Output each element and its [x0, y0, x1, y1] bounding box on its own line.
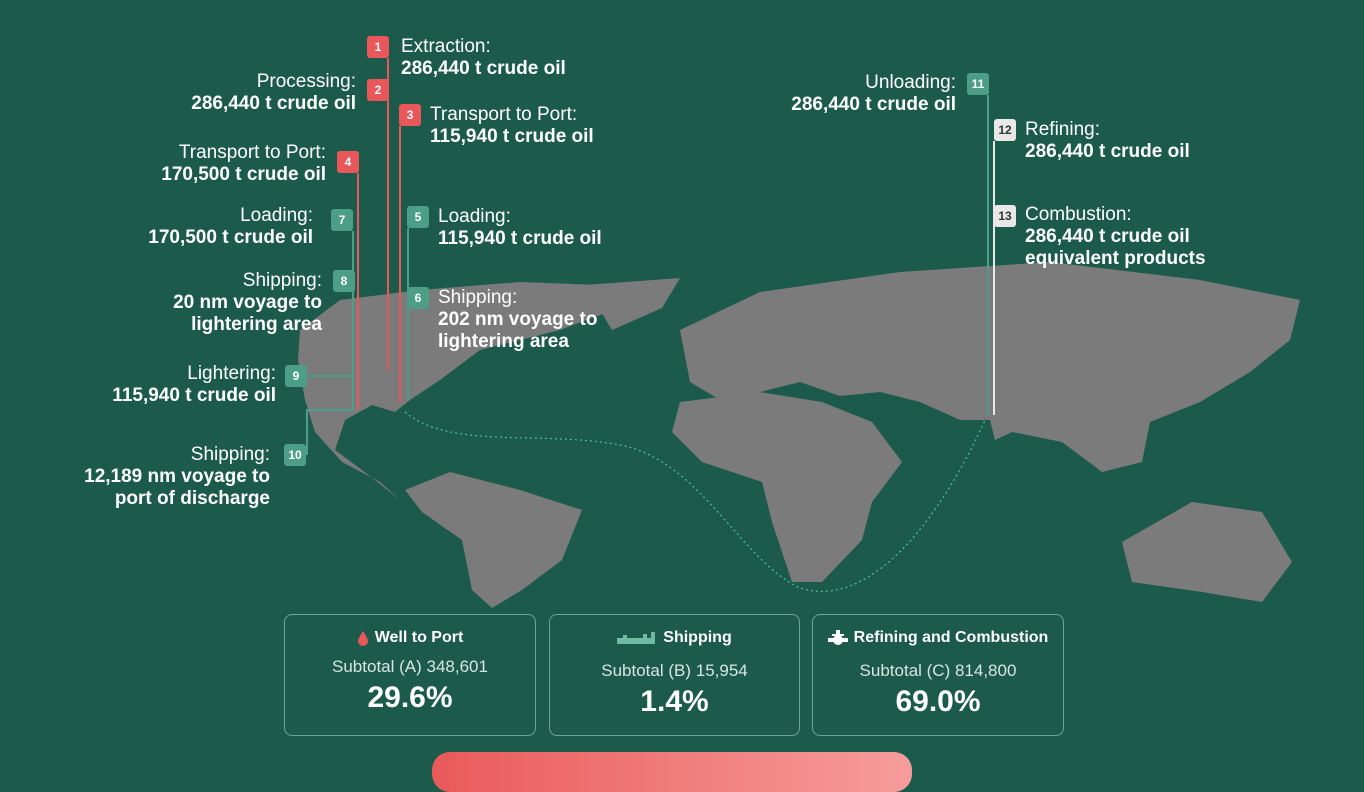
- africa: [672, 392, 902, 582]
- step-label-10: Shipping: 12,189 nm voyage to port of disc…: [84, 444, 270, 509]
- step-badge-5: 5: [407, 206, 429, 228]
- card-percent: 69.0%: [895, 685, 981, 718]
- step-badge-6: 6: [407, 287, 429, 309]
- card-title: Well to Port: [374, 629, 464, 646]
- step-label-11: Unloading: 286,440 t crude oil: [791, 72, 956, 115]
- step-badge-7: 7: [331, 209, 353, 231]
- ship-icon: [617, 632, 656, 644]
- step-label-4: Transport to Port: 170,500 t crude oil: [161, 142, 326, 185]
- eurasia: [680, 262, 1300, 472]
- step-badge-9: 9: [285, 365, 307, 387]
- south-america: [405, 472, 582, 608]
- north-america: [298, 282, 640, 500]
- step-badge-3: 3: [399, 104, 421, 126]
- card-subtotal: Subtotal (A) 348,601: [332, 657, 488, 676]
- card-refining-combustion: Refining and Combustion Subtotal (C) 814…: [812, 614, 1064, 736]
- step-label-7: Loading: 170,500 t crude oil: [148, 205, 313, 248]
- world-map: [298, 58, 1300, 608]
- shipping-route: [404, 411, 986, 592]
- step-label-1: Extraction: 286,440 t crude oil: [401, 36, 566, 79]
- greenland: [585, 278, 680, 330]
- step-badge-11: 11: [967, 73, 989, 95]
- total-banner-button[interactable]: [432, 752, 912, 792]
- step-label-9: Lightering: 115,940 t crude oil: [112, 363, 276, 406]
- step-label-12: Refining: 286,440 t crude oil: [1025, 119, 1190, 162]
- oil-drop-icon: [357, 631, 368, 646]
- card-percent: 1.4%: [640, 685, 709, 718]
- australia: [1122, 502, 1292, 602]
- step-label-6: Shipping: 202 nm voyage to lightering area: [438, 287, 598, 352]
- step-badge-12: 12: [994, 119, 1016, 141]
- step-badge-13: 13: [994, 205, 1016, 227]
- step-badge-1: 1: [367, 36, 389, 58]
- step-label-5: Loading: 115,940 t crude oil: [438, 206, 602, 249]
- card-title: Shipping: [663, 629, 732, 646]
- step-label-13: Combustion: 286,440 t crude oil equivalent…: [1025, 204, 1206, 269]
- step-badge-8: 8: [333, 270, 355, 292]
- step-badge-4: 4: [337, 151, 359, 173]
- card-shipping: Shipping Subtotal (B) 15,954 1.4%: [549, 614, 800, 736]
- card-title: Refining and Combustion: [853, 629, 1049, 646]
- step-badge-10: 10: [284, 444, 306, 466]
- card-subtotal: Subtotal (B) 15,954: [601, 661, 748, 680]
- step-label-8: Shipping: 20 nm voyage to lightering area: [173, 270, 322, 335]
- step-label-3: Transport to Port: 115,940 t crude oil: [430, 104, 594, 147]
- refinery-valve-icon: [827, 630, 848, 645]
- card-subtotal: Subtotal (C) 814,800: [859, 661, 1017, 680]
- card-percent: 29.6%: [367, 681, 453, 714]
- card-well-to-port: Well to Port Subtotal (A) 348,601 29.6%: [284, 614, 536, 736]
- step-label-2: Processing: 286,440 t crude oil: [191, 71, 356, 114]
- step-badge-2: 2: [367, 79, 389, 101]
